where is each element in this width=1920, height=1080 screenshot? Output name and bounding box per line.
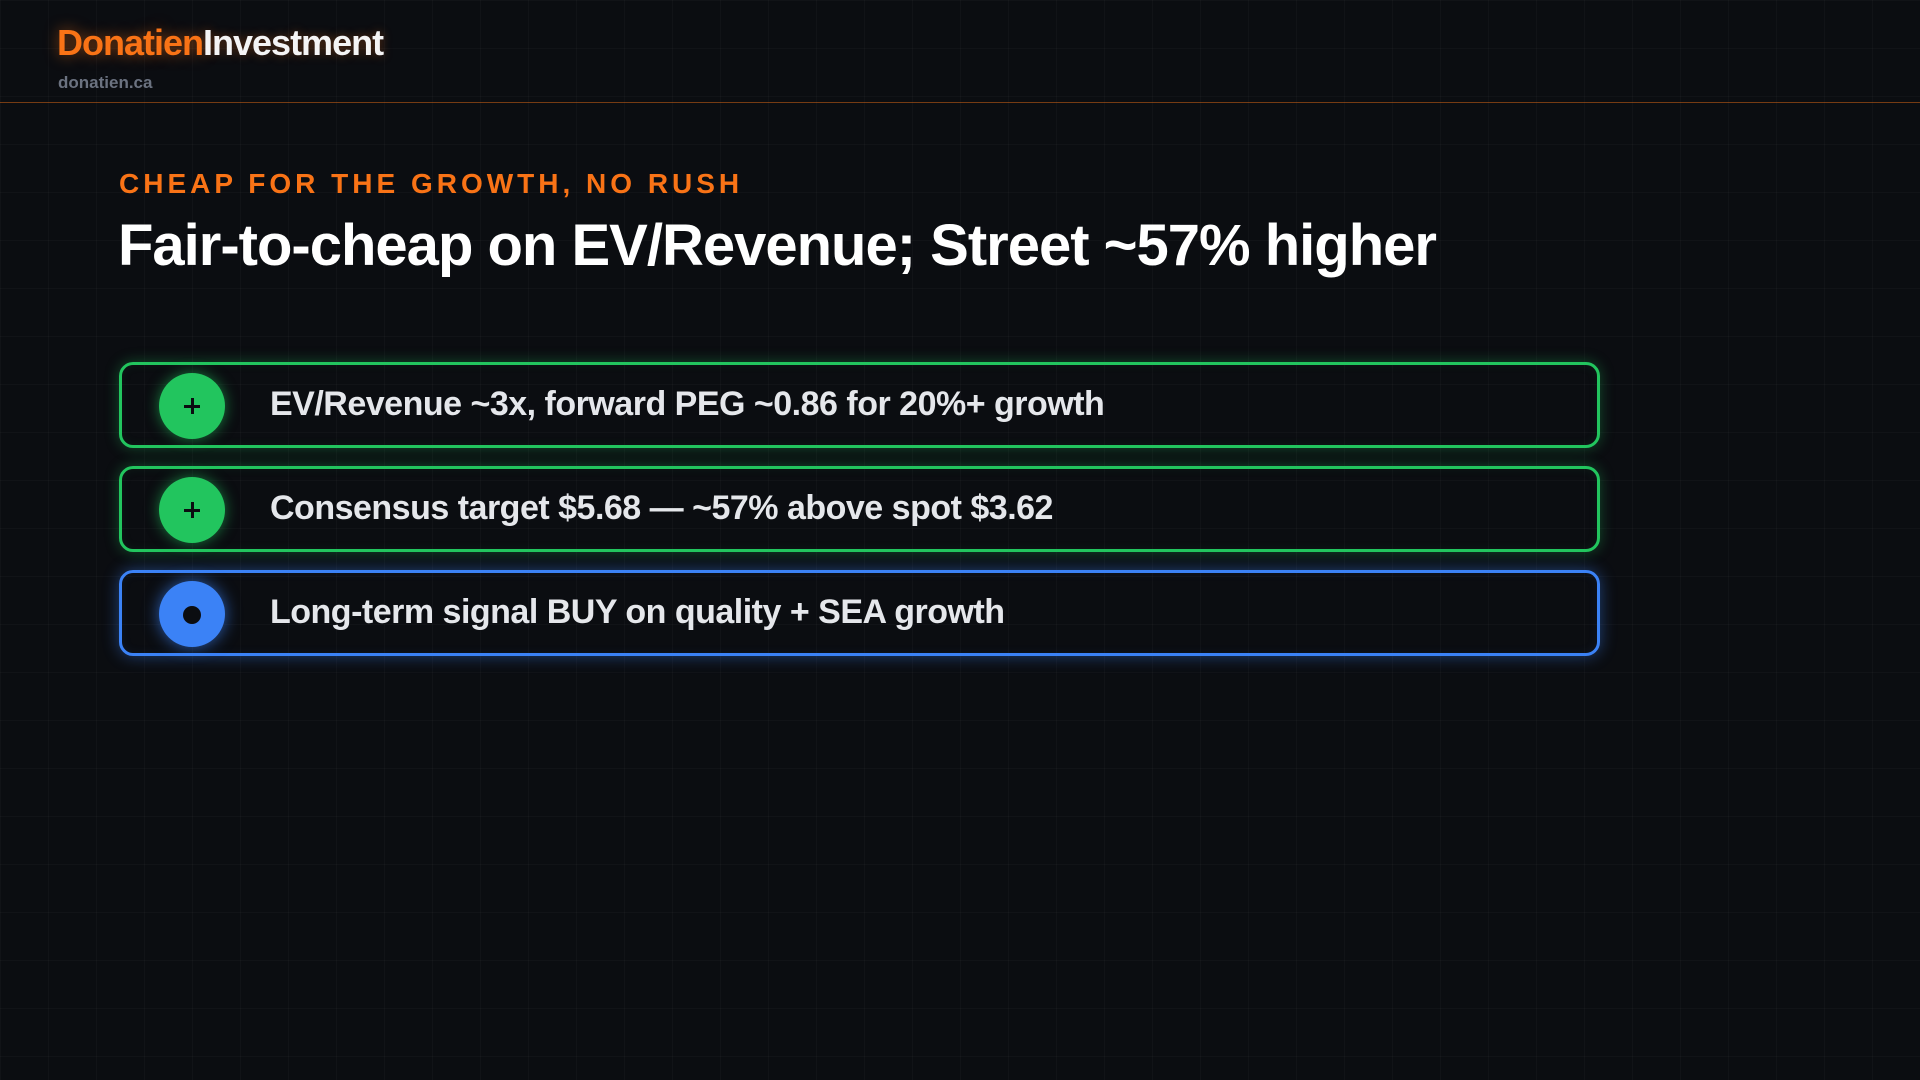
takeaway-list: EV/Revenue ~3x, forward PEG ~0.86 for 20… [119,362,1600,674]
brand-logo: DonatienInvestment [57,22,384,64]
plus-icon [159,477,225,543]
brand-accent-text: Donatien [57,22,204,63]
slide-title: Fair-to-cheap on EV/Revenue; Street ~57%… [118,213,1437,278]
plus-icon [159,373,225,439]
takeaway-text: EV/Revenue ~3x, forward PEG ~0.86 for 20… [270,385,1105,423]
takeaway-item: EV/Revenue ~3x, forward PEG ~0.86 for 20… [119,362,1600,448]
site-url: donatien.ca [58,73,153,92]
takeaway-text: Long-term signal BUY on quality + SEA gr… [270,593,1005,631]
takeaway-text: Consensus target $5.68 — ~57% above spot… [270,489,1053,527]
takeaway-item: Long-term signal BUY on quality + SEA gr… [119,570,1600,656]
dot-icon [159,581,225,647]
brand-main-text: Investment [203,22,384,63]
takeaway-item: Consensus target $5.68 — ~57% above spot… [119,466,1600,552]
header-bar: DonatienInvestment donatien.ca [0,0,1920,103]
slide-eyebrow: CHEAP FOR THE GROWTH, NO RUSH [119,168,744,199]
